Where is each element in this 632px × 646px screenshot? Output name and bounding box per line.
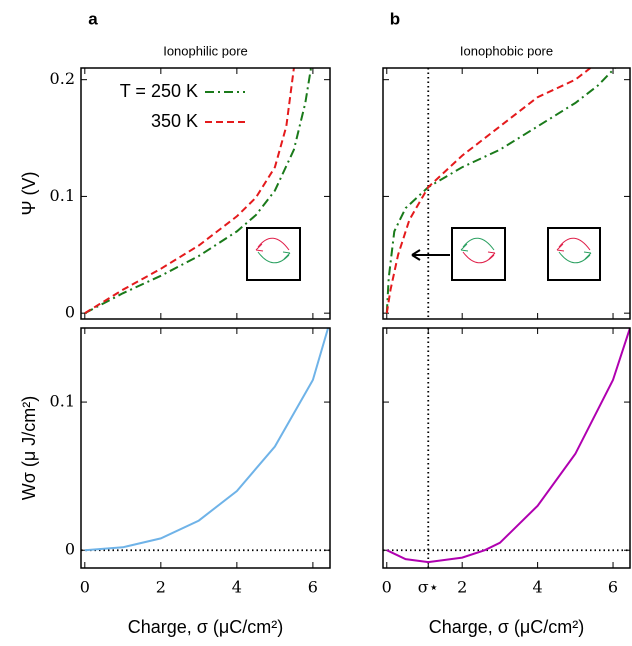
x-tick-label: 4	[533, 578, 543, 597]
inset-arc	[558, 237, 591, 251]
inset-icons	[246, 227, 601, 281]
x-axis-label: Charge, σ (μC/cm²)	[429, 617, 585, 637]
inset-arrowhead	[556, 243, 565, 252]
plot-frame	[80, 67, 331, 320]
panel: b Ionophobic pore	[382, 9, 631, 320]
legend-label: 350 K	[151, 111, 198, 131]
inset-arrowhead	[460, 243, 469, 252]
panel: Wσ (μ J/cm²) Charge, σ (μC/cm²) 0 2 4 6 0 0.1	[19, 327, 331, 637]
inset-box	[547, 227, 601, 281]
x-tick-label: 6	[608, 578, 618, 597]
inset-arc	[558, 251, 591, 264]
pointer-arrow	[411, 249, 450, 261]
inset-arc	[257, 251, 290, 264]
y-tick-label: 0	[65, 303, 75, 322]
x-tick-label: 6	[308, 578, 318, 597]
y-tick-label: 0	[65, 540, 75, 559]
inset-box	[246, 227, 301, 281]
inset-arc	[257, 237, 290, 251]
inset-box	[451, 227, 506, 281]
data-line	[385, 68, 592, 314]
x-tick-label: 0	[382, 578, 392, 597]
x-tick-label: 0	[80, 578, 90, 597]
inset-arrowhead	[583, 251, 592, 260]
plot-frame	[382, 67, 631, 320]
data-line	[84, 328, 330, 552]
data-line	[386, 328, 630, 564]
y-tick-label: 0.2	[50, 69, 75, 88]
data-line	[385, 68, 616, 314]
panel-letter: b	[390, 9, 400, 28]
panel-letter: a	[88, 9, 98, 28]
panel-title: Ionophilic pore	[163, 43, 248, 58]
panel: Charge, σ (μC/cm²) 0 σ⋆ 2 4 6	[382, 327, 631, 637]
inset-arc	[462, 237, 495, 251]
inset-arc	[462, 251, 495, 264]
inset-arrowhead	[487, 251, 496, 260]
y-axis-label: Ψ (V)	[19, 171, 39, 215]
y-tick-label: 0.1	[50, 392, 75, 411]
y-axis-label: Wσ (μ J/cm²)	[19, 396, 39, 500]
inset-arrowhead	[282, 251, 291, 260]
panels: a Ionophilic pore Ψ (V) 0 0.1 0.2 T = 250 K 350…	[19, 9, 631, 637]
panel: a Ionophilic pore Ψ (V) 0 0.1 0.2 T = 250 K 350…	[19, 9, 331, 322]
x-tick-label: σ⋆	[418, 578, 439, 597]
x-tick-label: 4	[232, 578, 242, 597]
legend-label: T = 250 K	[120, 81, 198, 101]
panel-title: Ionophobic pore	[460, 43, 553, 58]
x-tick-label: 2	[156, 578, 166, 597]
x-tick-label: 2	[457, 578, 467, 597]
y-tick-label: 0.1	[50, 186, 75, 205]
data-line	[84, 68, 312, 315]
plot-frame	[80, 327, 331, 569]
plot-frame	[382, 327, 631, 569]
inset-arrowhead	[255, 243, 264, 252]
x-axis-label: Charge, σ (μC/cm²)	[128, 617, 284, 637]
data-line	[84, 68, 295, 315]
